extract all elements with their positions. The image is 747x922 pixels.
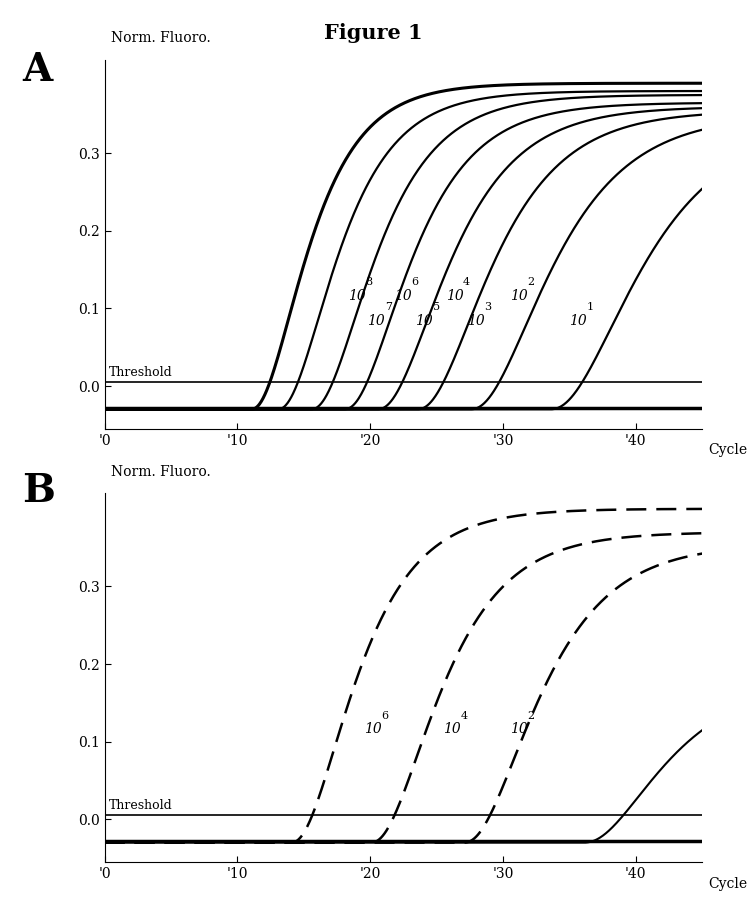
Text: 10: 10 [509,289,527,303]
Text: 2: 2 [527,711,534,721]
Text: Threshold: Threshold [108,366,173,379]
Text: 4: 4 [460,711,468,721]
Text: 7: 7 [385,302,391,313]
Text: 1: 1 [586,302,594,313]
Text: 6: 6 [412,278,418,288]
Text: 10: 10 [569,313,587,328]
Text: 3: 3 [484,302,492,313]
Text: 2: 2 [527,278,534,288]
Text: 10: 10 [446,289,464,303]
Text: Threshold: Threshold [108,799,173,812]
Text: Cycle: Cycle [708,443,747,457]
Text: Cycle: Cycle [708,877,747,891]
Text: A: A [22,51,52,89]
Text: 5: 5 [433,302,440,313]
Text: 10: 10 [509,722,527,737]
Text: 10: 10 [415,313,433,328]
Text: Figure 1: Figure 1 [324,23,423,43]
Text: 4: 4 [463,278,471,288]
Text: 10: 10 [347,289,365,303]
Text: Norm. Fluoro.: Norm. Fluoro. [111,465,211,479]
Text: 8: 8 [365,278,372,288]
Text: 10: 10 [394,289,412,303]
Text: 10: 10 [443,722,461,737]
Text: Norm. Fluoro.: Norm. Fluoro. [111,31,211,45]
Text: 10: 10 [364,722,381,737]
Text: B: B [22,472,55,510]
Text: 10: 10 [467,313,485,328]
Text: 10: 10 [368,313,385,328]
Text: 6: 6 [381,711,388,721]
